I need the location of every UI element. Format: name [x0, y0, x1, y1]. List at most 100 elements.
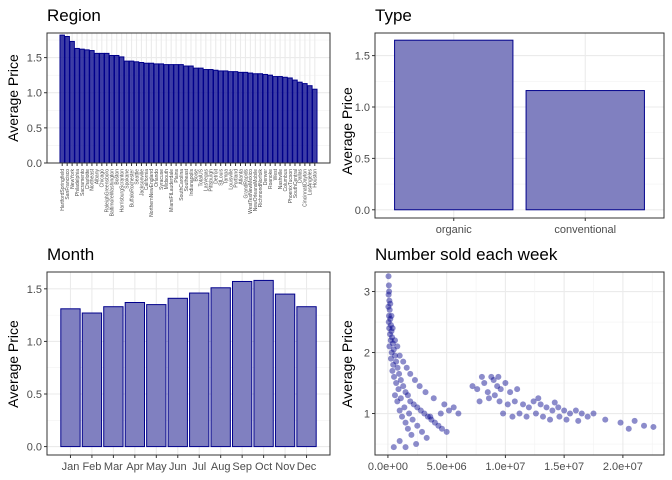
- type-y-tick-label: 1.0: [355, 102, 370, 114]
- region-x-tick-label: Jacksonville: [139, 169, 145, 196]
- weekly-sales-point: [520, 401, 527, 408]
- region-bar: [69, 40, 75, 164]
- region-x-tick-label: California: [144, 169, 150, 190]
- weekly-sales-panel-border: [374, 271, 665, 456]
- region-x-tick-label: RaleighGreensboro: [105, 169, 111, 213]
- region-y-tick-label: 0.0: [27, 158, 42, 170]
- weekly-sales-point: [532, 410, 539, 417]
- region-bar: [59, 34, 65, 164]
- weekly-sales-point: [455, 410, 462, 417]
- region-x-tick-label: Detroit: [214, 168, 220, 183]
- weekly-sales-point: [403, 364, 410, 371]
- month-y-axis-label: Average Price: [5, 320, 21, 408]
- weekly-sales-point: [396, 352, 403, 359]
- weekly-sales-point: [549, 407, 556, 414]
- weekly-sales-point: [387, 355, 394, 362]
- weekly-sales-point: [386, 325, 393, 332]
- weekly-sales-point: [474, 386, 481, 393]
- weekly-sales-point: [394, 343, 401, 350]
- weekly-sales-y-tick-label: 3: [364, 287, 370, 299]
- weekly-sales-point: [572, 407, 579, 414]
- weekly-sales-point: [437, 410, 444, 417]
- weekly-sales-point: [590, 410, 597, 417]
- month-x-tick-label: Oct: [255, 461, 272, 473]
- weekly-sales-point: [650, 423, 657, 430]
- weekly-sales-point: [535, 395, 542, 402]
- region-bar: [89, 50, 95, 164]
- weekly-sales-point: [584, 413, 591, 420]
- weekly-sales-x-tick-label: 1.0e+07: [485, 461, 525, 473]
- month-bar: [210, 287, 231, 448]
- region-bar: [118, 56, 125, 164]
- region-x-tick-label: TotalUS: [199, 168, 205, 186]
- region-x-tick-label: Philadelphia: [75, 169, 81, 196]
- weekly-sales-point: [537, 401, 544, 408]
- weekly-sales-point: [385, 282, 392, 289]
- weekly-sales-point: [523, 413, 530, 420]
- region-bar: [153, 63, 160, 164]
- weekly-sales-point: [396, 370, 403, 377]
- weekly-sales-point: [396, 437, 403, 444]
- region-x-tick-label: NewYork: [70, 169, 76, 189]
- weekly-sales-point: [516, 410, 523, 417]
- weekly-sales-point: [561, 407, 568, 414]
- weekly-sales-point: [413, 441, 420, 448]
- region-x-tick-label: Southeast: [184, 168, 190, 191]
- region-x-tick-label: SouthCentral: [293, 169, 299, 198]
- weekly-sales-point: [567, 410, 574, 417]
- weekly-sales-point: [495, 373, 502, 380]
- weekly-sales-point: [422, 389, 429, 396]
- weekly-sales-point: [400, 383, 407, 390]
- weekly-sales-point: [389, 367, 396, 374]
- weekly-sales-point: [402, 419, 409, 426]
- weekly-sales-point: [555, 404, 562, 411]
- weekly-sales-point: [556, 413, 563, 420]
- weekly-sales-point: [416, 383, 423, 390]
- region-bar: [292, 79, 298, 164]
- region-x-tick-label: NorthernNewEngland: [149, 169, 155, 217]
- weekly-sales-point: [543, 404, 550, 411]
- region-x-tick-label: GrandRapids: [243, 169, 249, 199]
- weekly-sales-point: [386, 288, 393, 295]
- region-x-tick-label: Northeast: [90, 168, 96, 190]
- region-bar: [183, 65, 189, 164]
- weekly-sales-point: [408, 431, 415, 438]
- month-bar: [60, 308, 81, 448]
- region-x-tick-label: Boston: [114, 169, 120, 185]
- month-bar: [296, 306, 317, 448]
- weekly-sales-point: [410, 401, 417, 408]
- region-x-tick-label: Plains: [174, 169, 180, 183]
- weekly-sales-point: [496, 398, 503, 405]
- weekly-sales-point: [388, 312, 395, 319]
- region-x-tick-label: Chicago: [100, 169, 106, 188]
- weekly-sales-point: [507, 389, 514, 396]
- weekly-sales-point: [547, 416, 554, 423]
- weekly-sales-point: [514, 386, 521, 393]
- month-x-tick-label: Jun: [169, 461, 187, 473]
- weekly-sales-point: [414, 422, 421, 429]
- month-bar: [146, 304, 167, 448]
- type-bar: [525, 90, 645, 211]
- region-bar: [104, 52, 110, 164]
- weekly-sales-point: [391, 337, 398, 344]
- weekly-sales-y-tick-label: 2: [364, 348, 370, 360]
- region-bar: [252, 73, 259, 164]
- weekly-sales-point: [631, 417, 638, 424]
- region-bar: [133, 61, 140, 164]
- region-y-tick-label: 0.5: [27, 123, 42, 135]
- region-bar: [128, 60, 135, 164]
- month-bar: [103, 306, 124, 448]
- month-panel-border: [46, 271, 331, 456]
- region-x-tick-label: Indianapolis: [189, 169, 195, 196]
- weekly-sales-point: [490, 376, 497, 383]
- region-x-tick-label: Albany: [95, 169, 101, 185]
- month-x-tick-label: Dec: [297, 461, 317, 473]
- weekly-sales-point: [407, 370, 414, 377]
- month-x-tick-label: Nov: [275, 461, 295, 473]
- region-x-tick-label: StLouis: [218, 169, 224, 186]
- weekly-sales-point: [485, 395, 492, 402]
- type-panel: Type Average Price 0.0 0.5 1.0 1.5 organic co…: [339, 6, 665, 236]
- weekly-sales-point: [385, 303, 392, 310]
- region-bar: [242, 71, 249, 164]
